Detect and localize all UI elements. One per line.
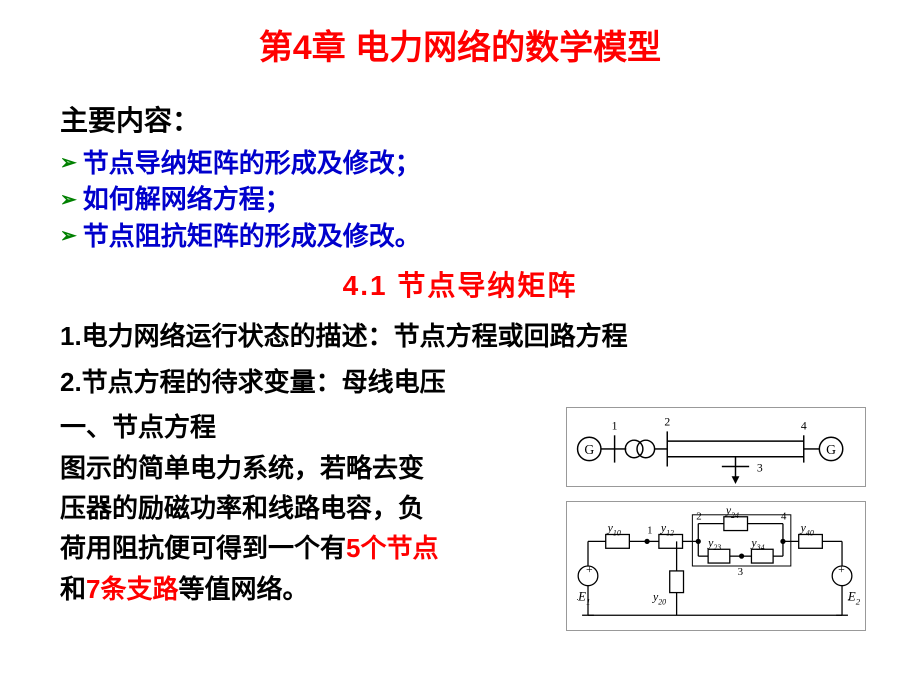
diagram-admittance-network: E1 · + y10 1 y12 xyxy=(566,501,866,631)
bullet-3: ➢ 节点阻抗矩阵的形成及修改。 xyxy=(60,218,860,254)
numbered-2: 2.节点方程的待求变量：母线电压 xyxy=(60,362,860,404)
svg-text:1: 1 xyxy=(612,420,618,433)
subtitle: 4.1 节点导纳矩阵 xyxy=(60,264,860,304)
svg-text:3: 3 xyxy=(738,566,743,578)
arrow-icon: ➢ xyxy=(60,186,77,214)
svg-text:G: G xyxy=(584,442,594,457)
svg-text:y20: y20 xyxy=(652,590,666,607)
svg-text:+: + xyxy=(838,562,845,576)
svg-text:2: 2 xyxy=(664,416,670,429)
svg-text:1: 1 xyxy=(647,525,652,537)
svg-text:G: G xyxy=(826,442,836,457)
paragraph-line-4: 和7条支路等值网络。 xyxy=(60,569,550,609)
numbered-1: 1.电力网络运行状态的描述：节点方程或回路方程 xyxy=(60,316,860,358)
diagram-power-system: G 1 2 3 xyxy=(566,407,866,487)
para-text: 等值网络。 xyxy=(178,574,308,604)
paragraph-line-1: 图示的简单电力系统，若略去变 xyxy=(60,448,550,488)
arrow-icon: ➢ xyxy=(60,222,77,250)
svg-text:+: + xyxy=(586,562,593,576)
paragraph-line-3: 荷用阻抗便可得到一个有5个节点 xyxy=(60,528,550,568)
bullet-2: ➢ 如何解网络方程； xyxy=(60,181,860,217)
svg-text:4: 4 xyxy=(801,420,807,433)
para-text: 荷用阻抗便可得到一个有 xyxy=(60,533,346,563)
svg-text:4: 4 xyxy=(781,511,787,523)
bullet-text: 如何解网络方程； xyxy=(83,181,291,217)
subsection-title: 一、节点方程 xyxy=(60,407,550,447)
section-heading: 主要内容： xyxy=(60,99,860,139)
para-accent: 5个节点 xyxy=(346,533,438,563)
svg-text:2: 2 xyxy=(696,511,701,523)
arrow-icon: ➢ xyxy=(60,149,77,177)
para-text: 和 xyxy=(60,574,86,604)
svg-text:·: · xyxy=(576,596,579,605)
chapter-title: 第4章 电力网络的数学模型 xyxy=(60,20,860,69)
bullet-text: 节点导纳矩阵的形成及修改； xyxy=(83,145,421,181)
bullet-1: ➢ 节点导纳矩阵的形成及修改； xyxy=(60,145,860,181)
bullet-text: 节点阻抗矩阵的形成及修改。 xyxy=(83,218,421,254)
svg-text:·: · xyxy=(847,596,850,605)
paragraph-line-2: 压器的励磁功率和线路电容，负 xyxy=(60,488,550,528)
para-accent: 7条支路 xyxy=(86,574,178,604)
svg-text:3: 3 xyxy=(757,462,763,475)
